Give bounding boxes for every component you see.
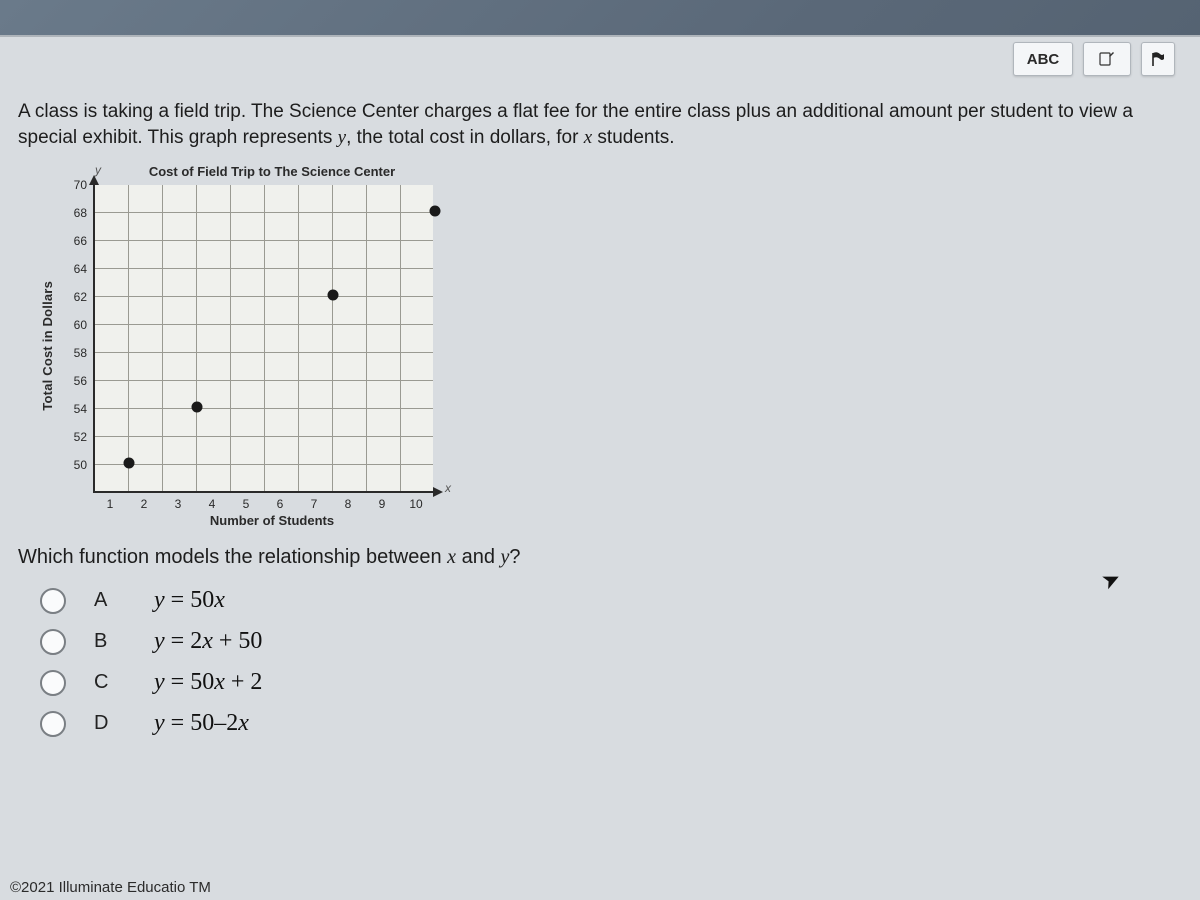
- data-point: [192, 402, 203, 413]
- answer-choice-A[interactable]: Ay = 50x: [40, 587, 1190, 614]
- x-tick: 3: [161, 497, 195, 511]
- x-tick: 6: [263, 497, 297, 511]
- radio-button[interactable]: [40, 629, 66, 655]
- y-tick: 50: [61, 451, 87, 479]
- y-ticks: 7068666462605856545250: [61, 185, 87, 479]
- y-tick: 54: [61, 395, 87, 423]
- choice-expression: y = 2x + 50: [154, 628, 262, 655]
- var-x: x: [447, 546, 456, 568]
- choice-letter: A: [94, 589, 124, 612]
- x-tick: 4: [195, 497, 229, 511]
- answer-choices: Ay = 50x By = 2x + 50 Cy = 50x + 2 Dy = 50–…: [40, 587, 1190, 737]
- subquestion-text: Which function models the relationship b…: [18, 546, 1190, 569]
- x-tick: 8: [331, 497, 365, 511]
- question-text: A class is taking a field trip. The Scie…: [18, 99, 1170, 150]
- edit-tool-button[interactable]: [1083, 42, 1131, 76]
- y-tick: 70: [61, 171, 87, 199]
- data-point: [328, 290, 339, 301]
- x-tick: 10: [399, 497, 433, 511]
- answer-choice-D[interactable]: Dy = 50–2x: [40, 710, 1190, 737]
- y-tick: 68: [61, 199, 87, 227]
- question-text-part: students.: [592, 127, 674, 148]
- pencil-note-icon: [1099, 51, 1115, 67]
- question-panel: ABC A class is taking a field trip. The …: [0, 35, 1200, 900]
- choice-letter: B: [94, 630, 124, 653]
- abc-tool-button[interactable]: ABC: [1013, 42, 1073, 76]
- answer-choice-C[interactable]: Cy = 50x + 2: [40, 669, 1190, 696]
- choice-letter: C: [94, 671, 124, 694]
- var-x: x: [584, 127, 592, 148]
- y-tick: 56: [61, 367, 87, 395]
- subq-part: Which function models the relationship b…: [18, 546, 447, 568]
- choice-letter: D: [94, 712, 124, 735]
- answer-choice-B[interactable]: By = 2x + 50: [40, 628, 1190, 655]
- x-ticks: 12345678910: [93, 497, 433, 511]
- y-tick: 52: [61, 423, 87, 451]
- x-axis-var: x: [445, 481, 451, 495]
- x-axis-arrow-icon: [433, 487, 443, 497]
- plot-area: [93, 185, 433, 493]
- data-point: [430, 206, 441, 217]
- x-axis-label: Number of Students: [210, 513, 334, 528]
- subq-part: and: [456, 546, 500, 568]
- flag-icon: [1150, 51, 1166, 67]
- radio-button[interactable]: [40, 711, 66, 737]
- x-tick: 9: [365, 497, 399, 511]
- subq-part: ?: [509, 546, 520, 568]
- data-point: [124, 458, 135, 469]
- radio-button[interactable]: [40, 588, 66, 614]
- choice-expression: y = 50–2x: [154, 710, 249, 737]
- toolbar: ABC: [1013, 42, 1175, 76]
- x-tick: 1: [93, 497, 127, 511]
- x-tick: 5: [229, 497, 263, 511]
- y-axis-arrow-icon: [89, 175, 99, 185]
- x-tick: 7: [297, 497, 331, 511]
- footer-copyright: ©2021 Illuminate Educatio TM: [10, 879, 211, 896]
- question-text-part: , the total cost in dollars, for: [346, 127, 584, 148]
- flag-tool-button[interactable]: [1141, 42, 1175, 76]
- x-tick: 2: [127, 497, 161, 511]
- y-tick: 62: [61, 283, 87, 311]
- y-tick: 60: [61, 311, 87, 339]
- choice-expression: y = 50x: [154, 587, 225, 614]
- y-tick: 64: [61, 255, 87, 283]
- y-tick: 66: [61, 227, 87, 255]
- choice-expression: y = 50x + 2: [154, 669, 262, 696]
- y-tick: 58: [61, 339, 87, 367]
- chart: Total Cost in Dollars Cost of Field Trip…: [40, 164, 1190, 528]
- chart-title: Cost of Field Trip to The Science Center: [149, 164, 395, 179]
- var-y: y: [338, 127, 346, 148]
- y-axis-label: Total Cost in Dollars: [40, 281, 55, 411]
- radio-button[interactable]: [40, 670, 66, 696]
